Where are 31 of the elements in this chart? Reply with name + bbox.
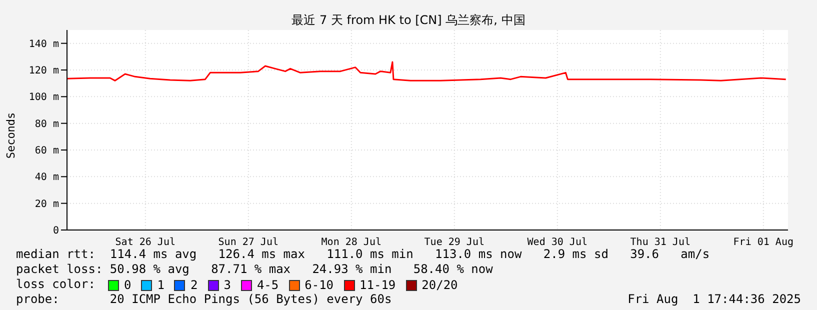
y-tick-label: 40 m <box>34 172 59 184</box>
y-tick-label: 120 m <box>28 66 59 77</box>
text: Fri Aug 1 17:44:36 2025 <box>628 292 801 306</box>
text: loss color: <box>16 277 96 291</box>
text: 2 <box>190 278 198 292</box>
text: 3 <box>224 278 231 292</box>
y-tick-label: 0 <box>52 226 59 237</box>
x-tick-label: Thu 31 Jul <box>630 237 691 248</box>
x-tick-label: Fri 01 Aug <box>733 237 794 248</box>
text: 0 <box>124 278 132 292</box>
y-tick-label: 140 m <box>28 38 59 50</box>
text: 20/20 <box>422 278 458 292</box>
text: 1 <box>157 278 164 292</box>
text: probe: 20 ICMP Echo Pings (56 Bytes) every 60s <box>16 292 392 306</box>
x-tick-label: Tue 29 Jul <box>424 237 485 248</box>
x-tick-label: Sun 27 Jul <box>218 237 279 248</box>
y-axis-title: Seconds <box>4 112 18 158</box>
text: packet loss: 50.98 % avg 87.71 % max 24.93 % min 58.40 % now <box>16 262 493 276</box>
x-tick-label: Wed 30 Jul <box>527 237 588 248</box>
x-tick-label: Mon 28 Jul <box>321 237 382 248</box>
x-tick-label: Sat 26 Jul <box>115 237 176 248</box>
chart-title: 最近 7 天 from HK to [CN] 乌兰察布, 中国 <box>290 12 526 29</box>
y-tick-label: 100 m <box>28 92 59 104</box>
y-tick-label: 80 m <box>34 118 59 130</box>
line-series <box>67 61 787 82</box>
text: 6-10 <box>304 278 334 292</box>
text: median rtt: 114.4 ms avg 126.4 ms max 111.0 ms min 113.0 ms now 2.9 ms sd 39.6 am/s <box>16 247 710 261</box>
text: 4-5 <box>256 278 279 292</box>
y-tick-label: 20 m <box>34 198 59 210</box>
text: 11-19 <box>360 278 396 292</box>
y-tick-label: 60 m <box>34 146 59 157</box>
